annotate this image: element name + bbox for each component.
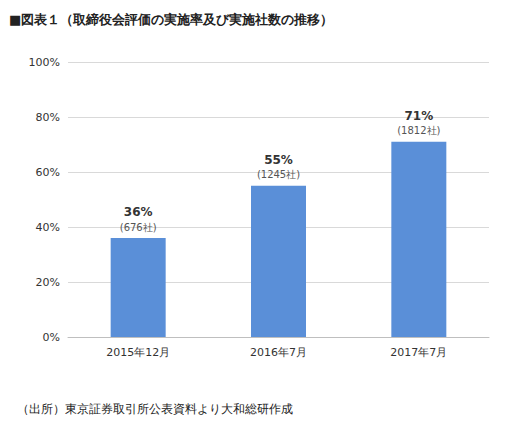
svg-text:71%: 71% <box>404 109 433 123</box>
svg-text:40%: 40% <box>36 221 60 234</box>
svg-text:100%: 100% <box>29 56 60 69</box>
svg-text:55%: 55% <box>264 153 293 167</box>
svg-text:(676社): (676社) <box>120 222 157 233</box>
svg-text:2015年12月: 2015年12月 <box>106 346 170 359</box>
svg-text:■図表１（取締役会評価の実施率及び実施社数の推移）: ■図表１（取締役会評価の実施率及び実施社数の推移） <box>9 12 333 27</box>
svg-text:(1812社): (1812社) <box>397 125 440 136</box>
svg-text:60%: 60% <box>36 166 60 179</box>
svg-text:80%: 80% <box>36 111 60 124</box>
svg-text:（出所）東京証券取引所公表資料より大和総研作成: （出所）東京証券取引所公表資料より大和総研作成 <box>17 402 293 416</box>
svg-text:2016年7月: 2016年7月 <box>250 346 307 359</box>
svg-text:(1245社): (1245社) <box>257 169 300 180</box>
svg-text:2017年7月: 2017年7月 <box>390 346 447 359</box>
svg-text:0%: 0% <box>43 331 60 344</box>
svg-text:36%: 36% <box>124 205 153 219</box>
svg-text:20%: 20% <box>36 276 60 289</box>
